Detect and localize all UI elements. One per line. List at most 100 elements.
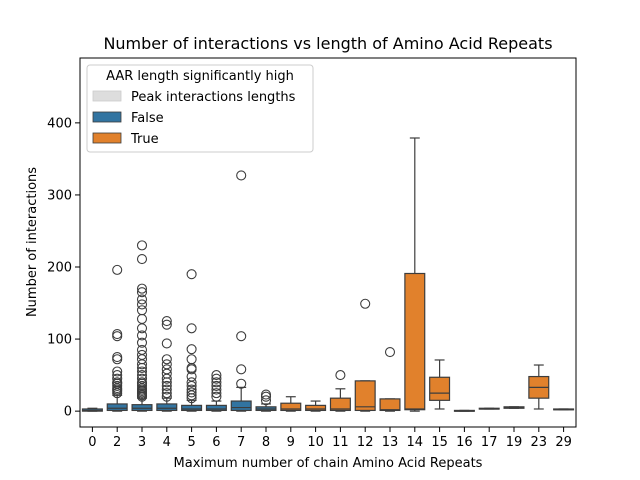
outlier-point bbox=[136, 373, 148, 384]
box-7 bbox=[230, 170, 252, 412]
box-iqr bbox=[181, 404, 203, 412]
outlier-point bbox=[236, 331, 247, 342]
x-tick-label: 2 bbox=[113, 435, 121, 450]
legend-title: AAR length significantly high bbox=[106, 69, 294, 84]
x-tick-label: 9 bbox=[287, 435, 295, 450]
outlier-point bbox=[161, 338, 172, 349]
x-tick-label: 4 bbox=[163, 435, 171, 450]
y-tick-label: 400 bbox=[47, 116, 72, 131]
x-tick-label: 15 bbox=[431, 435, 448, 450]
x-tick-label: 3 bbox=[138, 435, 146, 450]
box-iqr bbox=[230, 400, 252, 412]
x-tick-label: 7 bbox=[237, 435, 245, 450]
box-iqr bbox=[379, 398, 401, 412]
outlier-point bbox=[136, 287, 148, 298]
box-3 bbox=[131, 240, 153, 412]
x-tick-label: 23 bbox=[531, 435, 548, 450]
y-tick-label: 300 bbox=[47, 188, 72, 203]
outlier-point bbox=[211, 377, 222, 388]
x-tick-label: 5 bbox=[187, 435, 195, 450]
outlier-point bbox=[161, 316, 172, 327]
outlier-point bbox=[136, 344, 148, 355]
outlier-point bbox=[136, 254, 148, 265]
x-tick-label: 29 bbox=[555, 435, 572, 450]
outlier-point bbox=[136, 299, 148, 310]
chart-title: Number of interactions vs length of Amin… bbox=[103, 34, 552, 53]
outlier-point bbox=[136, 240, 148, 251]
outlier-point bbox=[112, 370, 123, 381]
outlier-point bbox=[186, 377, 197, 388]
outlier-point bbox=[186, 387, 197, 398]
outlier-point bbox=[136, 337, 148, 348]
outlier-point bbox=[136, 377, 148, 388]
box-iqr bbox=[131, 404, 153, 412]
box-iqr bbox=[305, 404, 327, 412]
outlier-point bbox=[236, 364, 247, 375]
outlier-point bbox=[186, 354, 197, 365]
box-17 bbox=[478, 407, 500, 410]
outlier-point bbox=[112, 264, 123, 275]
box-iqr bbox=[280, 402, 302, 412]
x-tick-label: 11 bbox=[332, 435, 349, 450]
x-tick-label: 19 bbox=[506, 435, 523, 450]
box-0 bbox=[81, 407, 103, 412]
box-9 bbox=[280, 396, 302, 412]
outlier-point bbox=[211, 391, 222, 402]
outlier-point bbox=[112, 366, 123, 377]
plot-frame bbox=[79, 57, 577, 428]
outlier-point bbox=[211, 373, 222, 384]
outlier-point bbox=[161, 319, 172, 330]
x-axis: 0 2 3 4 5 6 7 8 9 10 11 12 13 14 15 16 17 19 23 29 bbox=[88, 427, 572, 450]
box-plots bbox=[81, 137, 575, 412]
box-19 bbox=[503, 406, 525, 409]
box-14 bbox=[404, 137, 426, 412]
outlier-point bbox=[136, 370, 148, 381]
x-tick-label: 16 bbox=[456, 435, 473, 450]
outlier-point bbox=[161, 380, 172, 391]
outlier-point bbox=[186, 269, 197, 280]
outlier-point bbox=[161, 359, 172, 370]
box-iqr bbox=[404, 272, 426, 411]
legend-label-false: False bbox=[131, 111, 164, 126]
x-tick-label: 13 bbox=[382, 435, 399, 450]
box-12 bbox=[354, 298, 376, 412]
outlier-point bbox=[112, 373, 123, 384]
x-tick-label: 0 bbox=[88, 435, 96, 450]
outlier-point bbox=[161, 354, 172, 365]
y-tick-label: 100 bbox=[47, 333, 72, 348]
legend-swatch-false bbox=[92, 111, 122, 123]
outlier-point bbox=[136, 305, 148, 316]
outlier-point bbox=[136, 294, 148, 305]
outlier-point bbox=[136, 330, 148, 341]
x-axis-title: Maximum number of chain Amino Acid Repea… bbox=[174, 456, 483, 471]
box-6 bbox=[205, 370, 227, 412]
outlier-point bbox=[211, 380, 222, 391]
box-8 bbox=[255, 389, 277, 412]
outlier-point bbox=[186, 344, 197, 355]
outlier-point bbox=[360, 298, 371, 309]
x-tick-label: 17 bbox=[481, 435, 498, 450]
outlier-point bbox=[161, 384, 172, 395]
outlier-point bbox=[211, 388, 222, 399]
box-29 bbox=[553, 408, 575, 411]
box-23 bbox=[528, 364, 550, 410]
y-tick-label: 200 bbox=[47, 261, 72, 276]
outlier-point bbox=[136, 366, 148, 377]
outlier-point bbox=[186, 323, 197, 334]
x-tick-label: 12 bbox=[357, 435, 374, 450]
box-iqr bbox=[205, 404, 227, 412]
legend-swatch-true bbox=[92, 132, 122, 144]
outlier-point bbox=[335, 370, 346, 381]
box-iqr bbox=[354, 380, 376, 412]
box-2 bbox=[106, 264, 128, 412]
legend-frame bbox=[86, 64, 314, 153]
box-iqr bbox=[106, 403, 128, 412]
outlier-point bbox=[211, 384, 222, 395]
outlier-point bbox=[136, 283, 148, 294]
legend-swatch-peak bbox=[92, 90, 122, 102]
x-tick-label: 8 bbox=[262, 435, 270, 450]
outlier-point bbox=[112, 328, 123, 340]
box-11 bbox=[329, 370, 351, 412]
box-5 bbox=[181, 269, 203, 412]
